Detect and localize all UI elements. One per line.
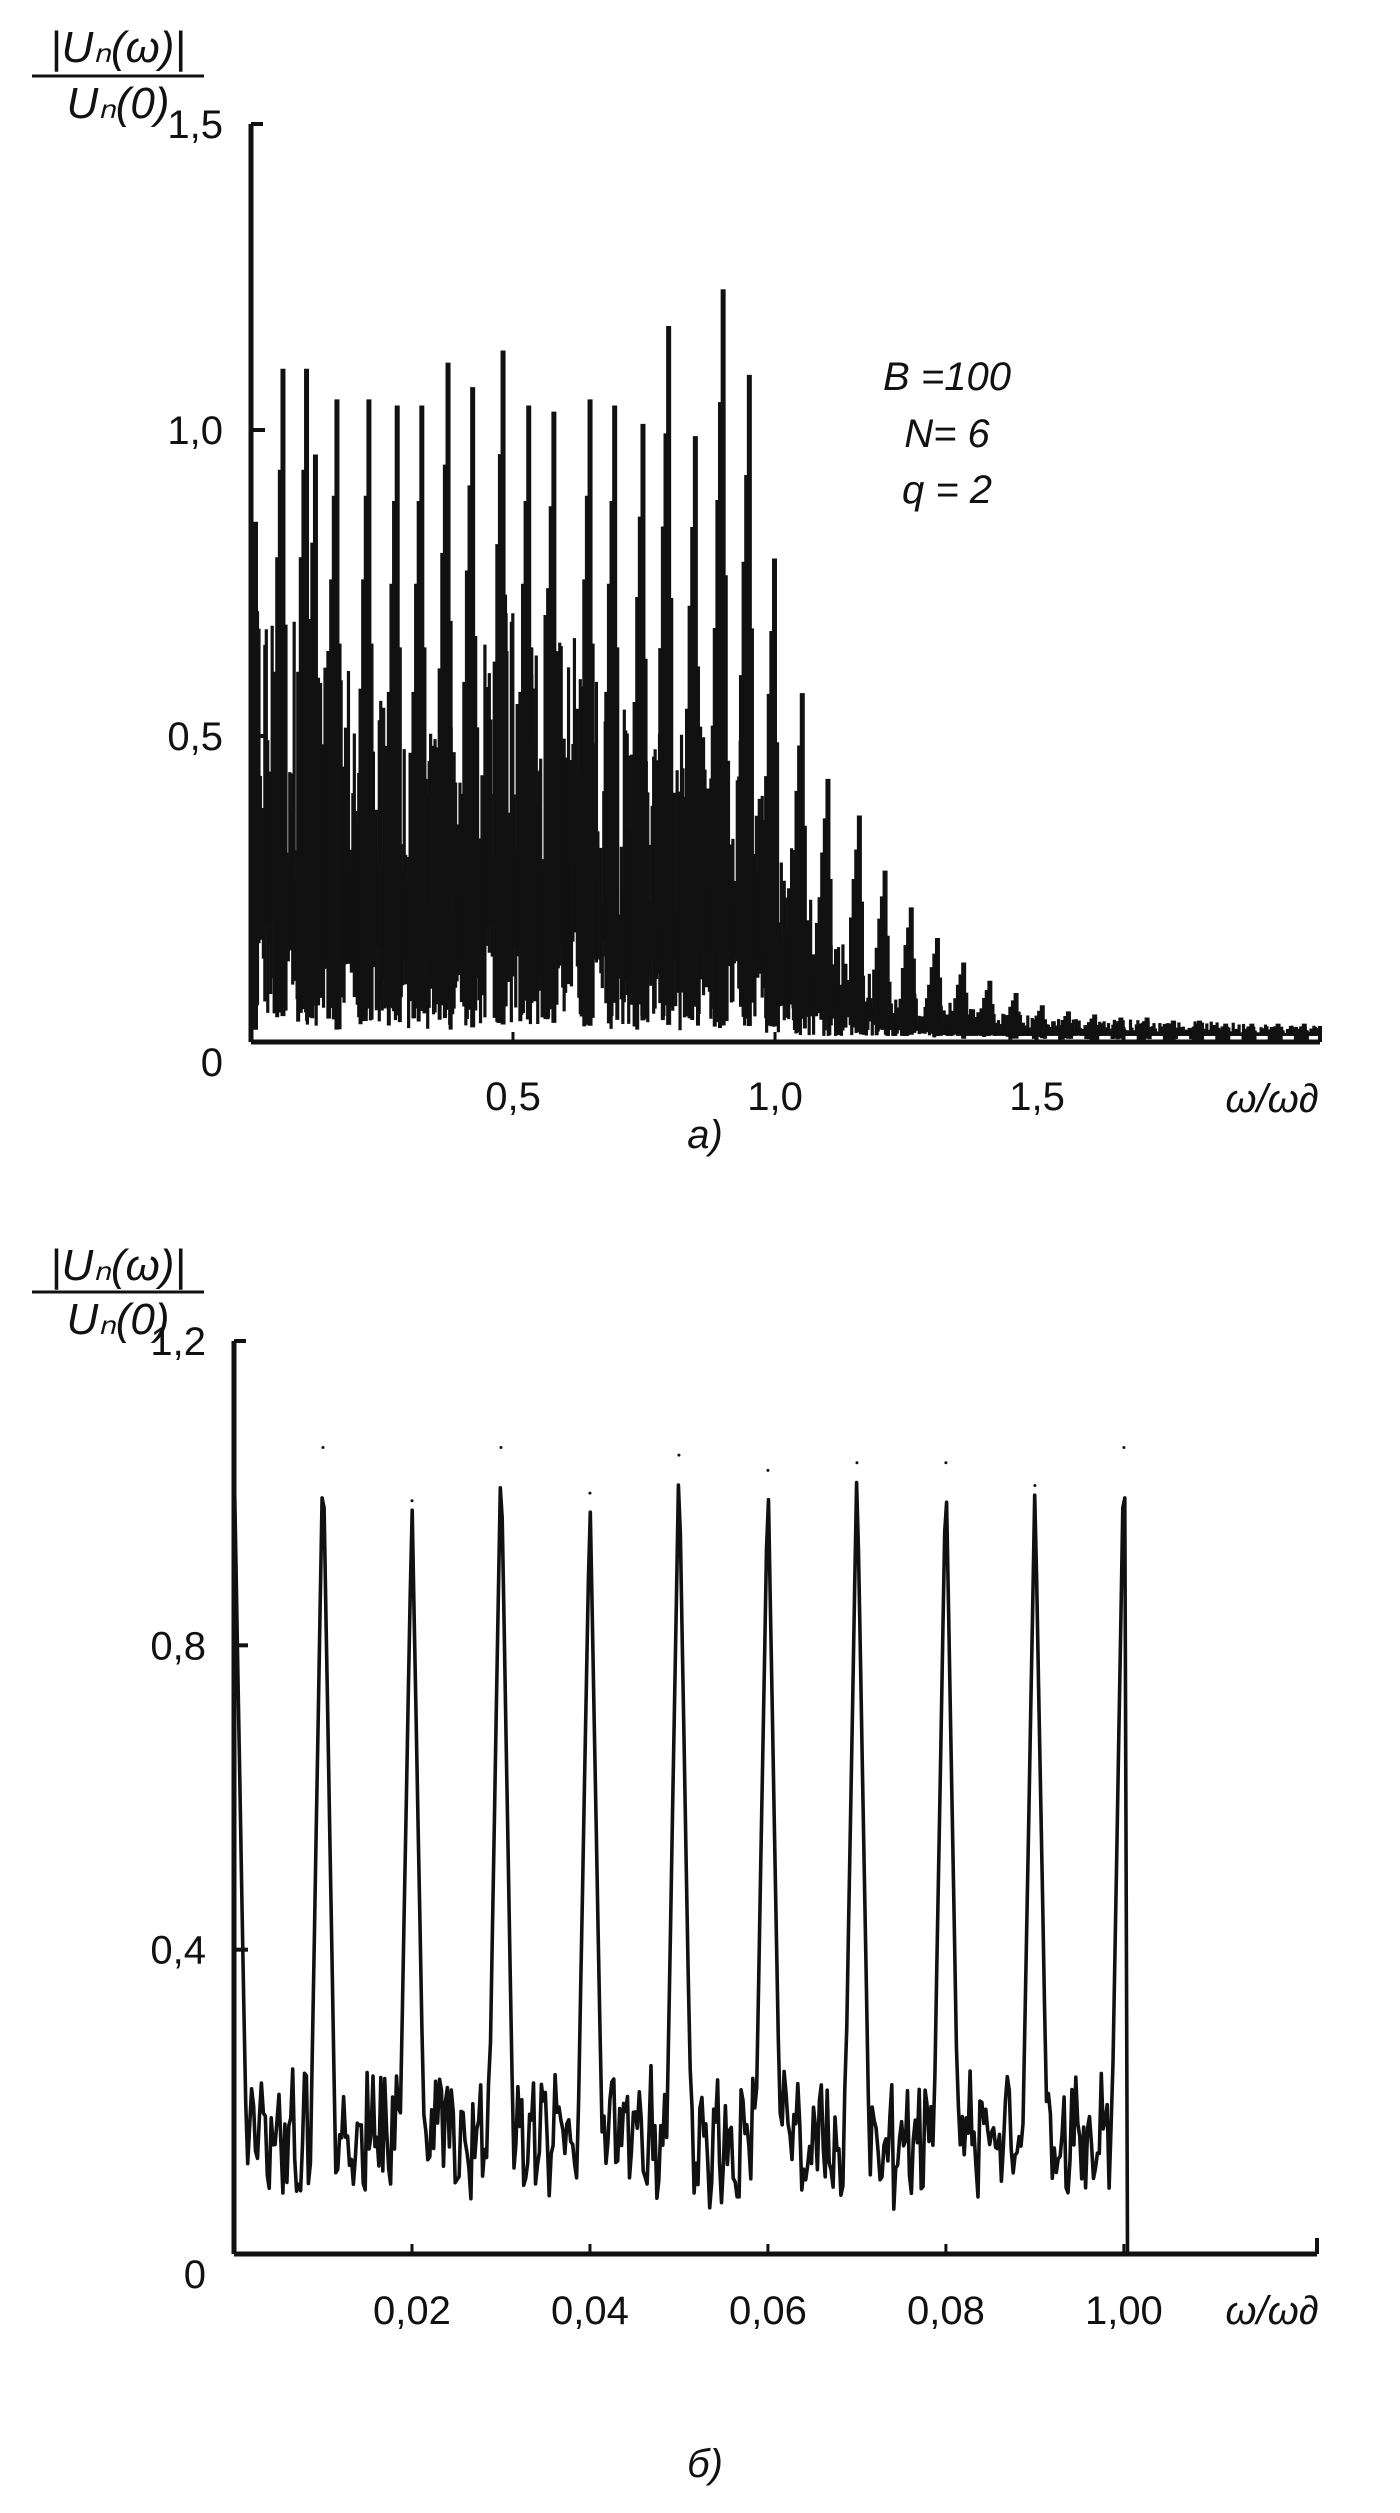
x-tick-label: 1,0 [747, 1075, 803, 1119]
peak-point [588, 1491, 592, 1495]
x-tick-label: 0,5 [485, 1075, 541, 1119]
chart-a-ylabel-denominator: Uₙ(0) [66, 79, 169, 128]
peak-point [766, 1468, 770, 1472]
y-tick-label: 1,0 [167, 409, 223, 453]
x-tick-label: 1,00 [1085, 2289, 1163, 2333]
peak-point [1033, 1484, 1037, 1488]
x-tick-label: 0,04 [551, 2289, 629, 2333]
peak-point [499, 1446, 503, 1450]
chart-a-xlabel: ω/ω∂ [1225, 1077, 1318, 1121]
chart-b-panel-label: б) [687, 2442, 723, 2486]
peak-point [321, 1446, 325, 1450]
y-tick-label: 1,5 [167, 103, 223, 147]
y-tick-label: 0,8 [150, 1624, 206, 1668]
chart-a: |Uₙ(ω)| Uₙ(0) 1,5 1,0 0,5 0 0,5 1,0 1,5 B =100… [32, 23, 1322, 1157]
chart-b-ylabel-denominator: Uₙ(0) [66, 1295, 169, 1344]
peak-point [410, 1499, 414, 1503]
peak-point [1122, 1446, 1126, 1450]
chart-a-axes: 1,5 1,0 0,5 0 0,5 1,0 1,5 [167, 103, 1322, 1119]
chart-a-ylabel-numerator: |Uₙ(ω)| [50, 23, 186, 72]
chart-a-annotation: B =100 N= 6 q = 2 [883, 355, 1011, 512]
chart-a-series [251, 289, 1319, 1042]
y-tick-label: 0 [184, 2253, 206, 2297]
chart-b: |Uₙ(ω)| Uₙ(0) 1,2 0,8 0,4 0 0,02 0,04 0,06 0,08… [32, 1241, 1319, 2486]
x-tick-label: 0,06 [729, 2289, 807, 2333]
x-tick-label: 0,08 [907, 2289, 985, 2333]
chart-b-xlabel: ω/ω∂ [1225, 2289, 1318, 2333]
x-tick-label: 0,02 [373, 2289, 451, 2333]
y-tick-label: 0,5 [167, 715, 223, 759]
annotation-n: N= 6 [904, 412, 990, 456]
x-tick-label: 1,5 [1009, 1075, 1065, 1119]
peak-point [944, 1461, 948, 1465]
peak-point [677, 1453, 681, 1457]
y-tick-label: 0,4 [150, 1929, 206, 1973]
y-tick-label: 1,2 [150, 1320, 206, 1364]
chart-a-panel-label: а) [687, 1113, 723, 1157]
chart-b-ylabel-numerator: |Uₙ(ω)| [50, 1241, 186, 1290]
chart-b-axes: 1,2 0,8 0,4 0 0,02 0,04 0,06 0,08 1,00 [150, 1320, 1319, 2333]
chart-b-series [232, 1446, 1130, 2255]
annotation-q: q = 2 [902, 468, 992, 512]
peak-point [855, 1461, 859, 1465]
y-tick-label: 0 [201, 1041, 223, 1085]
annotation-b: B =100 [883, 355, 1011, 399]
spectrum-line [232, 1455, 1130, 2255]
